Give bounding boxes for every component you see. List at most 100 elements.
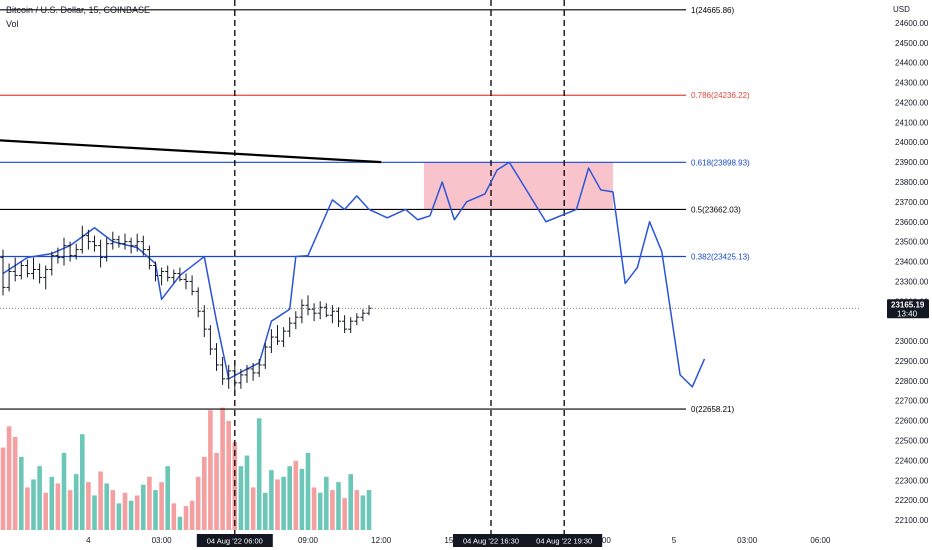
trendline-segment[interactable]: [0, 139, 382, 164]
time-marker-badge[interactable]: [453, 534, 529, 547]
ohlc-bar: [360, 309, 366, 322]
ohlc-bar: [201, 305, 207, 338]
volume-bar: [256, 418, 262, 530]
trendline[interactable]: [0, 139, 382, 164]
price-tick-label: 24100.00: [895, 118, 929, 127]
volume-bar: [250, 487, 256, 530]
time-tick-label: 12:00: [371, 536, 392, 545]
ohlc-bar: [85, 229, 91, 250]
ohlc-bar: [153, 261, 158, 282]
fibonacci-retracement[interactable]: 1(24665.86) 0.786(24236.22) 0.618(23898.93…: [0, 6, 750, 414]
projection-polyline[interactable]: [2, 161, 706, 388]
price-tick-label: 23700.00: [895, 198, 929, 207]
ohlc-bar: [262, 343, 268, 369]
price-tick-label: 24300.00: [895, 79, 929, 88]
volume-bar: [61, 452, 67, 530]
ohlc-bar: [305, 295, 311, 316]
volume-bar: [116, 503, 122, 530]
volume-bar: [189, 500, 195, 530]
ohlc-bar: [336, 307, 341, 328]
volume-bar: [134, 495, 140, 530]
ohlc-bar: [281, 327, 287, 348]
time-marker-label: 04 Aug '22 06:00: [207, 537, 263, 546]
ohlc-bar: [37, 263, 43, 284]
volume-bar: [238, 466, 244, 530]
symbol-title: Bitcoin / U.S. Dollar, 15, COINBASE: [6, 5, 151, 15]
ohlc-bars: [0, 225, 860, 393]
volume-bar: [324, 476, 329, 530]
volume-bar: [299, 468, 305, 530]
current-price-badge[interactable]: [887, 299, 929, 319]
ohlc-bar: [171, 269, 177, 284]
ohlc-bar: [214, 343, 219, 371]
volume-bar: [342, 498, 347, 530]
ohlc-bar: [244, 364, 250, 383]
fib-level-label: 1(24665.86): [691, 6, 734, 15]
volume-bar: [31, 479, 36, 530]
volume-bar: [12, 436, 18, 530]
volume-bar: [92, 495, 97, 530]
volume-bar: [86, 482, 91, 530]
volume-bar: [275, 479, 280, 530]
volume-bar: [19, 456, 24, 530]
ohlc-bar: [98, 239, 104, 268]
ohlc-bar: [0, 249, 6, 296]
ohlc-bar: [226, 364, 232, 389]
fib-level-label: 0.5(23662.03): [691, 205, 741, 214]
price-tick-label: 23500.00: [895, 238, 929, 247]
ohlc-bar: [128, 237, 134, 254]
volume-bar: [73, 474, 79, 530]
volume-bar: [195, 476, 201, 530]
ohlc-bar: [31, 257, 36, 280]
price-tick-label: 23000.00: [895, 337, 929, 346]
price-tick-label: 22800.00: [895, 377, 929, 386]
volume-bar: [43, 492, 48, 530]
time-marker-label: 04 Aug '22 16:30: [463, 537, 519, 546]
price-tick-label: 23800.00: [895, 178, 929, 187]
vertical-markers[interactable]: [234, 0, 565, 550]
ohlc-bar: [110, 231, 116, 250]
time-tick-label: 09:00: [298, 536, 319, 545]
ohlc-bar: [220, 356, 226, 385]
target-zone-rect[interactable]: [423, 162, 613, 210]
ohlc-bar: [67, 241, 73, 262]
price-axis[interactable]: USD 24600.00 24500.00 24400.00 24300.00 24200…: [887, 5, 929, 525]
volume-bar: [263, 492, 268, 530]
time-marker-badge[interactable]: [196, 534, 273, 547]
ohlc-bar: [165, 265, 171, 282]
price-tick-label: 24000.00: [895, 138, 929, 147]
ohlc-bar: [268, 329, 274, 354]
ohlc-bar: [342, 315, 348, 334]
price-tick-label: 24500.00: [895, 39, 929, 48]
ohlc-bar: [250, 362, 256, 381]
projection-path[interactable]: [2, 161, 706, 388]
volume-bar: [49, 476, 55, 530]
volume-bar: [244, 455, 250, 530]
volume-bar: [220, 407, 225, 530]
ohlc-bar: [140, 235, 146, 256]
price-tick-label: 22600.00: [895, 417, 929, 426]
ohlc-bar: [18, 261, 24, 280]
volume-bar: [208, 410, 213, 530]
time-tick-label: 4: [86, 536, 91, 545]
volume-bar: [67, 490, 73, 530]
axis-currency: USD: [893, 5, 910, 14]
fib-target-zone: [423, 162, 613, 210]
fib-level-label: 0.618(23898.93): [691, 158, 750, 167]
price-tick-label: 22900.00: [895, 357, 929, 366]
ohlc-bar: [323, 303, 329, 318]
volume-bar: [330, 490, 335, 530]
volume-bar: [141, 484, 146, 530]
ohlc-bar: [177, 267, 183, 282]
volume-bar: [171, 503, 177, 530]
volume-bar: [336, 482, 341, 530]
ohlc-bar: [207, 325, 213, 355]
ohlc-bar: [134, 233, 140, 252]
fib-level-label: 0(22658.21): [691, 405, 734, 414]
time-marker-badge[interactable]: [526, 534, 603, 547]
volume-bar: [159, 482, 164, 530]
time-axis[interactable]: 403:0006:0009:0012:0015:0018:0021:00503:…: [86, 534, 831, 547]
volume-legend-label: Vol: [6, 19, 19, 29]
ohlc-bar: [61, 237, 67, 266]
